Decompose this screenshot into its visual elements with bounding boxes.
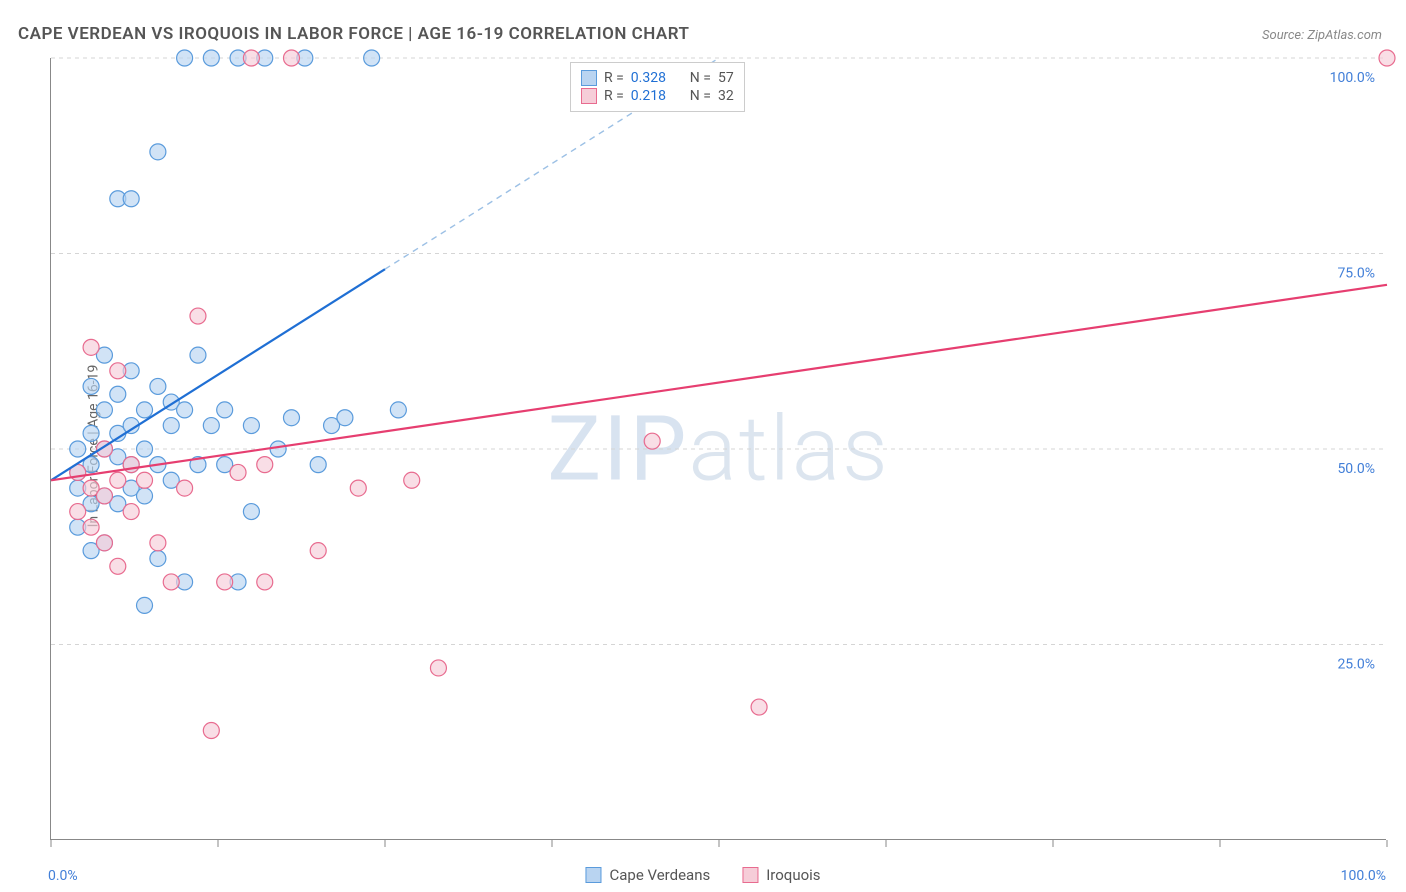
data-point <box>110 363 126 379</box>
data-point <box>230 464 246 480</box>
legend-swatch <box>742 867 758 883</box>
legend-item: Cape Verdeans <box>585 866 710 884</box>
data-point <box>137 597 153 613</box>
data-point <box>137 488 153 504</box>
data-point <box>283 410 299 426</box>
data-point <box>337 410 353 426</box>
data-point <box>150 144 166 160</box>
data-point <box>83 519 99 535</box>
data-point <box>163 418 179 434</box>
data-point <box>203 723 219 739</box>
data-point <box>430 660 446 676</box>
data-point <box>96 535 112 551</box>
legend-n-value: 57 <box>718 70 734 86</box>
data-point <box>203 418 219 434</box>
data-point <box>203 50 219 66</box>
data-point <box>190 347 206 363</box>
y-tick-label: 100.0% <box>1330 70 1375 86</box>
data-point <box>70 504 86 520</box>
trend-line <box>51 285 1387 481</box>
data-point <box>243 504 259 520</box>
legend-n-label: N = <box>690 70 711 86</box>
data-point <box>190 308 206 324</box>
data-point <box>177 50 193 66</box>
x-axis-max-label: 100.0% <box>1341 868 1386 884</box>
legend-label: Cape Verdeans <box>609 866 710 884</box>
data-point <box>83 425 99 441</box>
data-point <box>110 558 126 574</box>
chart-svg: 25.0% 50.0% 75.0% 100.0% <box>51 58 1386 839</box>
data-point <box>70 441 86 457</box>
data-point <box>644 433 660 449</box>
legend-n-label: N = <box>690 88 711 104</box>
data-point <box>177 480 193 496</box>
source-credit: Source: ZipAtlas.com <box>1262 28 1382 43</box>
x-axis-min-label: 0.0% <box>48 868 78 884</box>
y-tick-label: 25.0% <box>1337 657 1375 673</box>
data-point <box>137 402 153 418</box>
data-point <box>257 574 273 590</box>
data-point <box>137 472 153 488</box>
data-point <box>310 543 326 559</box>
correlation-legend: R = 0.328 N = 57 R = 0.218 N = 32 <box>570 62 745 112</box>
data-point <box>217 402 233 418</box>
data-point <box>150 378 166 394</box>
data-point <box>217 574 233 590</box>
legend-row: R = 0.328 N = 57 <box>581 69 734 87</box>
data-point <box>257 457 273 473</box>
data-point <box>96 402 112 418</box>
legend-item: Iroquois <box>742 866 820 884</box>
legend-row: R = 0.218 N = 32 <box>581 87 734 105</box>
data-point <box>137 441 153 457</box>
legend-r-value: 0.328 <box>631 70 673 86</box>
data-point <box>123 504 139 520</box>
data-point <box>163 574 179 590</box>
legend-swatch <box>585 867 601 883</box>
data-point <box>83 339 99 355</box>
legend-r-label: R = <box>604 70 624 86</box>
data-point <box>150 550 166 566</box>
data-point <box>283 50 299 66</box>
data-point <box>110 386 126 402</box>
series-legend: Cape Verdeans Iroquois <box>585 866 820 884</box>
legend-r-label: R = <box>604 88 624 104</box>
data-point <box>177 402 193 418</box>
data-point <box>404 472 420 488</box>
legend-n-value: 32 <box>718 88 734 104</box>
data-point <box>243 418 259 434</box>
y-tick-label: 75.0% <box>1337 266 1375 282</box>
legend-swatch <box>581 88 597 104</box>
data-point <box>110 472 126 488</box>
legend-r-value: 0.218 <box>631 88 673 104</box>
data-point <box>270 441 286 457</box>
legend-label: Iroquois <box>766 866 820 884</box>
data-point <box>364 50 380 66</box>
y-tick-label: 50.0% <box>1337 461 1375 477</box>
chart-title: CAPE VERDEAN VS IROQUOIS IN LABOR FORCE … <box>18 24 689 44</box>
plot-area: ZIPatlas 25.0%50.0%75.0%100.0% <box>50 58 1386 840</box>
legend-swatch <box>581 70 597 86</box>
data-point <box>83 378 99 394</box>
data-point <box>350 480 366 496</box>
data-point <box>243 50 259 66</box>
data-point <box>150 535 166 551</box>
data-point <box>751 699 767 715</box>
data-point <box>96 488 112 504</box>
data-point <box>1379 50 1395 66</box>
data-point <box>390 402 406 418</box>
data-point <box>310 457 326 473</box>
data-point <box>123 191 139 207</box>
